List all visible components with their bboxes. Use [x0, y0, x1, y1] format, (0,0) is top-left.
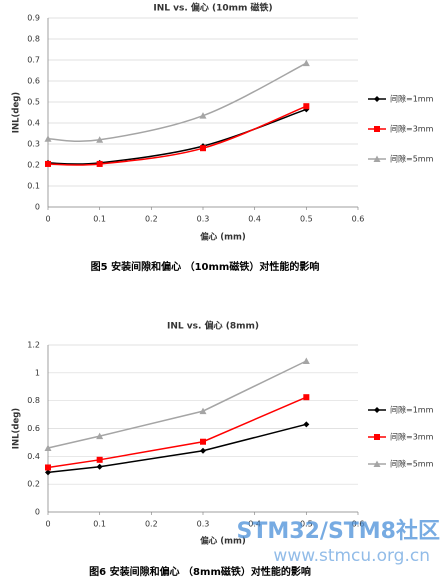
x-tick-label: 0.4: [248, 520, 261, 529]
series-line: [47, 423, 307, 474]
legend-label: 间隙=5mm: [390, 154, 434, 164]
x-tick-label: 0.5: [300, 520, 313, 529]
marker: [199, 112, 207, 119]
legend-marker: [374, 126, 380, 132]
marker: [302, 59, 310, 67]
marker: [44, 444, 52, 451]
legend-label: 间隙=3mm: [390, 432, 434, 442]
legend-label: 间隙=5mm: [390, 459, 434, 469]
y-tick-label: 0.8: [27, 35, 40, 44]
y-axis-label: INL(deg): [12, 408, 22, 450]
marker: [45, 464, 51, 471]
figure-caption: 图6 安装间隙和偏心 （8mm磁铁）对性能的影响: [89, 565, 311, 578]
x-tick-label: 0.2: [145, 215, 158, 224]
marker: [96, 456, 103, 463]
y-tick-label: 0.4: [27, 119, 40, 128]
y-tick-label: 0: [35, 203, 40, 212]
watermark-url: www.stmcu.org.cn: [273, 546, 430, 566]
y-tick-label: 0.2: [27, 480, 40, 489]
y-tick-label: 0.2: [27, 161, 40, 170]
marker: [44, 135, 52, 142]
marker: [303, 103, 310, 110]
y-tick-label: 0.6: [27, 77, 40, 86]
y-tick-label: 0.6: [27, 424, 40, 433]
marker: [302, 357, 310, 365]
y-tick-label: 1: [35, 368, 40, 377]
legend-marker: [374, 96, 380, 102]
legend-marker: [374, 407, 380, 413]
x-tick-label: 0.6: [352, 215, 365, 224]
marker: [96, 136, 104, 143]
chart-title: INL vs. 偏心 (10mm 磁铁): [153, 2, 272, 14]
marker: [303, 394, 310, 401]
x-tick-label: 0.6: [352, 520, 365, 529]
series-line: [47, 108, 307, 165]
x-tick-label: 0.1: [93, 520, 106, 529]
figure-caption: 图5 安装间隙和偏心 （10mm磁铁）对性能的影响: [91, 260, 320, 273]
marker: [45, 469, 51, 476]
y-tick-label: 0.3: [27, 140, 40, 149]
x-tick-label: 0.3: [197, 520, 210, 529]
marker: [200, 145, 206, 152]
series-line: [47, 62, 307, 143]
y-tick-label: 0.7: [27, 56, 40, 65]
series-line: [47, 360, 307, 449]
watermark-title: STM32/STM8社区: [237, 518, 440, 544]
y-tick-label: 0.4: [27, 452, 40, 461]
legend-marker: [374, 434, 380, 440]
y-tick-label: 1.2: [27, 341, 40, 350]
y-tick-label: 0.9: [27, 14, 40, 23]
legend-marker: [373, 460, 381, 467]
y-tick-label: 0.1: [27, 182, 40, 191]
x-tick-label: 0: [45, 520, 50, 529]
marker: [96, 160, 103, 167]
marker: [96, 432, 104, 440]
y-axis-label: INL(deg): [12, 92, 22, 134]
marker: [45, 160, 51, 167]
legend-label: 间隙=3mm: [390, 124, 434, 134]
x-axis-label: 偏心 (mm): [200, 536, 246, 547]
x-axis-label: 偏心 (mm): [200, 232, 246, 243]
x-tick-label: 0.1: [93, 215, 106, 224]
x-tick-label: 0.5: [300, 215, 313, 224]
legend-marker: [373, 155, 381, 162]
y-tick-label: 0: [35, 508, 40, 517]
y-tick-label: 0.5: [27, 98, 40, 107]
marker: [200, 438, 206, 445]
x-tick-label: 0.2: [145, 520, 158, 529]
x-tick-label: 0.4: [248, 215, 261, 224]
marker: [199, 407, 207, 415]
series-line: [47, 396, 307, 469]
x-tick-label: 0: [45, 215, 50, 224]
marker: [303, 421, 310, 428]
marker: [96, 463, 103, 470]
marker: [200, 447, 206, 454]
series-line: [47, 105, 307, 166]
legend-label: 间隙=1mm: [390, 405, 434, 415]
y-tick-label: 0.8: [27, 396, 40, 405]
x-tick-label: 0.3: [197, 215, 210, 224]
chart-title: INL vs. 偏心 (8mm): [167, 320, 259, 332]
legend-label: 间隙=1mm: [390, 94, 434, 104]
